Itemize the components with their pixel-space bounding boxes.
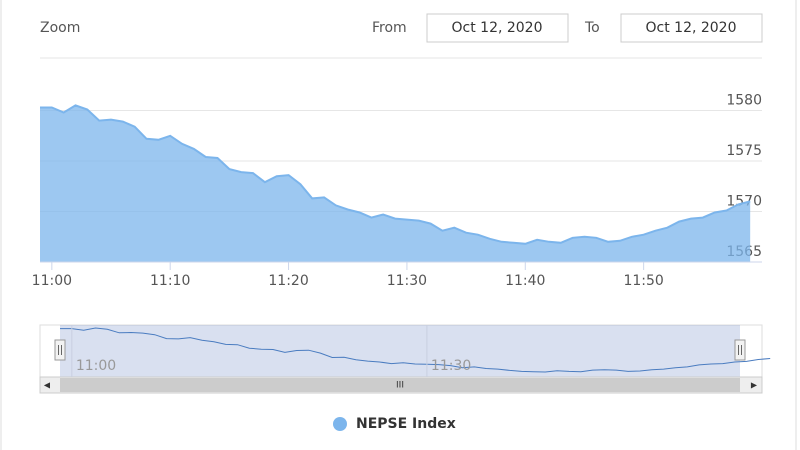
y-tick-label: 1580 <box>726 93 762 109</box>
from-label: From <box>372 20 407 36</box>
x-tick-label: 11:10 <box>150 273 190 289</box>
to-label: To <box>584 20 600 36</box>
to-date[interactable]: Oct 12, 2020 <box>646 20 737 36</box>
scroll-right[interactable]: ▶ <box>751 381 758 390</box>
area <box>40 105 751 263</box>
navigator-handle[interactable] <box>734 339 746 361</box>
scrollbar-thumb[interactable] <box>60 378 740 392</box>
x-tick-label: 11:00 <box>32 273 72 289</box>
legend-marker <box>333 417 347 431</box>
navigator-label: 11:30 <box>431 358 471 374</box>
x-tick-label: 11:30 <box>387 273 427 289</box>
y-tick-label: 1575 <box>726 143 762 159</box>
navigator-series <box>60 327 771 373</box>
zoom-label: Zoom <box>40 20 80 36</box>
navigator-selection[interactable] <box>60 325 740 377</box>
x-tick-label: 11:40 <box>505 273 545 289</box>
legend-label[interactable]: NEPSE Index <box>356 416 456 432</box>
x-tick-label: 11:20 <box>268 273 308 289</box>
navigator[interactable] <box>39 324 763 378</box>
scroll-left[interactable]: ◀ <box>44 381 51 390</box>
from-date[interactable]: Oct 12, 2020 <box>452 20 543 36</box>
to-input[interactable] <box>620 13 763 43</box>
x-tick-label: 11:50 <box>623 273 663 289</box>
from-input[interactable] <box>426 13 569 43</box>
line <box>40 104 751 245</box>
scrollbar-grip: III <box>396 381 404 391</box>
navigator-handle[interactable] <box>54 339 66 361</box>
navigator-label: 11:00 <box>76 358 116 374</box>
